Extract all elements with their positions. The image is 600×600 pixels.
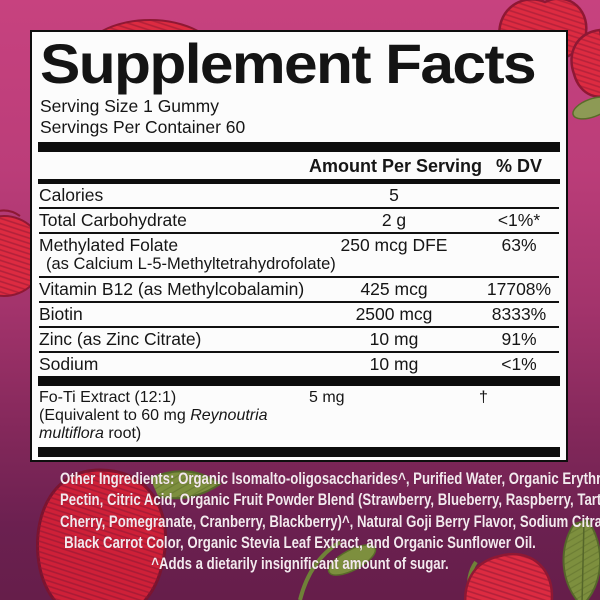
servings-per-container: Servings Per Container 60 [40, 117, 246, 137]
other-ingredients-line: Black Carrot Color, Organic Stevia Leaf … [64, 533, 536, 552]
table-row-zinc: Zinc (as Zinc Citrate) 10 mg 91% [39, 326, 559, 351]
berry-bottom-left-icon [36, 468, 222, 600]
divider-medium [38, 179, 560, 184]
other-ingredients-line: Pectin, Citric Acid, Organic Fruit Powde… [60, 491, 600, 510]
nutrient-table: Calories 5 Total Carbohydrate 2 g <1%* M… [39, 184, 559, 376]
divider-thick [38, 376, 560, 386]
table-row-foti: Fo-Ti Extract (12:1) 5 mg † (Equivalent … [39, 389, 488, 442]
dv-header: % DV [495, 156, 542, 176]
table-row-sodium: Sodium 10 mg <1% [39, 351, 559, 376]
table-row-biotin: Biotin 2500 mcg 8333% [39, 301, 559, 326]
panel-title: Supplement Facts [40, 32, 537, 95]
table-row-carbohydrate: Total Carbohydrate 2 g <1%* [39, 207, 559, 232]
latin-name: Reynoutria multiflora [39, 407, 268, 442]
other-ingredients-line: Cherry, Pomegranate, Cranberry, Blackber… [60, 512, 600, 531]
divider-thick [38, 142, 560, 152]
other-ingredients: Other Ingredients: Organic Isomalto-olig… [0, 469, 600, 575]
berry-bottom-right-icon [464, 518, 600, 600]
other-ingredients-line: ^Adds a dietarily insignificant amount o… [151, 555, 449, 574]
serving-size: Serving Size 1 Gummy [40, 96, 219, 116]
table-row-calories: Calories 5 [39, 185, 399, 205]
folate-source-note: (as Calcium L-5-Methyltetrahydrofolate) [46, 255, 336, 273]
footnote-percent-dv: *Percent Daily Values (DV) are based on … [40, 460, 559, 462]
amount-per-serving-header: Amount Per Serving [309, 156, 483, 176]
table-row-b12: Vitamin B12 (as Methylcobalamin) 425 mcg… [39, 276, 559, 301]
foti-equivalent-note: (Equivalent to 60 mg Reynoutria multiflo… [39, 407, 268, 442]
table-header: Amount Per Serving % DV [39, 152, 559, 179]
footnotes: *Percent Daily Values (DV) are based on … [40, 460, 559, 462]
divider-thick [38, 447, 560, 457]
other-ingredients-line: Other Ingredients: Organic Isomalto-olig… [60, 470, 600, 488]
table-row-folate: Methylated Folate 250 mcg DFE 63% (as Ca… [39, 232, 559, 276]
supplement-facts-panel: Supplement Facts Serving Size 1 Gummy Se… [30, 30, 568, 462]
